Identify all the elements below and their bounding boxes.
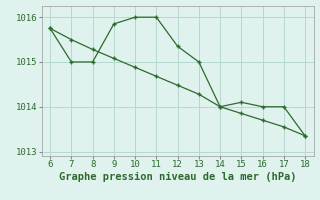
X-axis label: Graphe pression niveau de la mer (hPa): Graphe pression niveau de la mer (hPa) bbox=[59, 172, 296, 182]
